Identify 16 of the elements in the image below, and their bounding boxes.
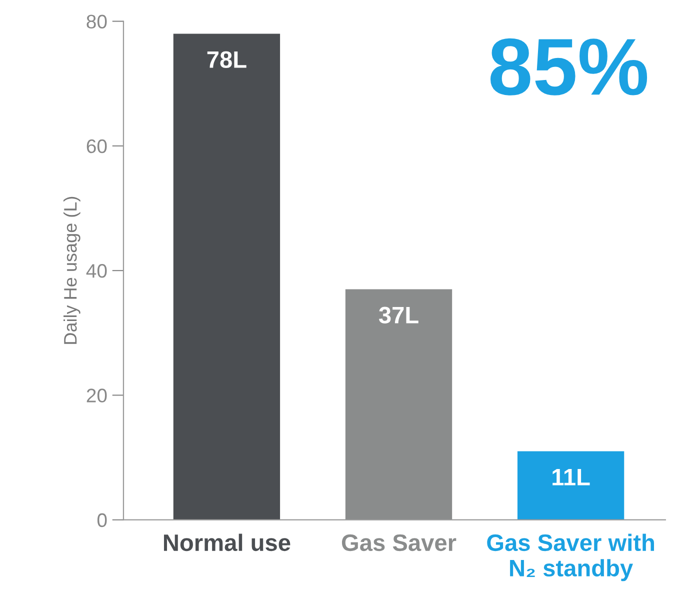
- data-label: 78L: [207, 51, 246, 68]
- x-tick-label: Gas Saver with N₂ standby: [487, 534, 654, 582]
- data-label: 11L: [552, 469, 590, 486]
- x-tick-label: Normal use: [164, 534, 290, 552]
- bar: [517, 451, 624, 520]
- bar: [173, 34, 280, 520]
- bar: [345, 289, 452, 520]
- y-tick-label: 60: [86, 139, 107, 154]
- y-axis-title: Daily He usage (L): [63, 196, 80, 344]
- y-tick-label: 0: [97, 513, 107, 528]
- annotation: 85%: [490, 38, 648, 96]
- y-tick-label: 80: [86, 14, 107, 29]
- y-tick-label: 40: [86, 264, 107, 278]
- y-tick-label: 20: [86, 388, 107, 402]
- data-label: 37L: [378, 306, 418, 324]
- x-tick-label: Gas Saver: [342, 534, 456, 552]
